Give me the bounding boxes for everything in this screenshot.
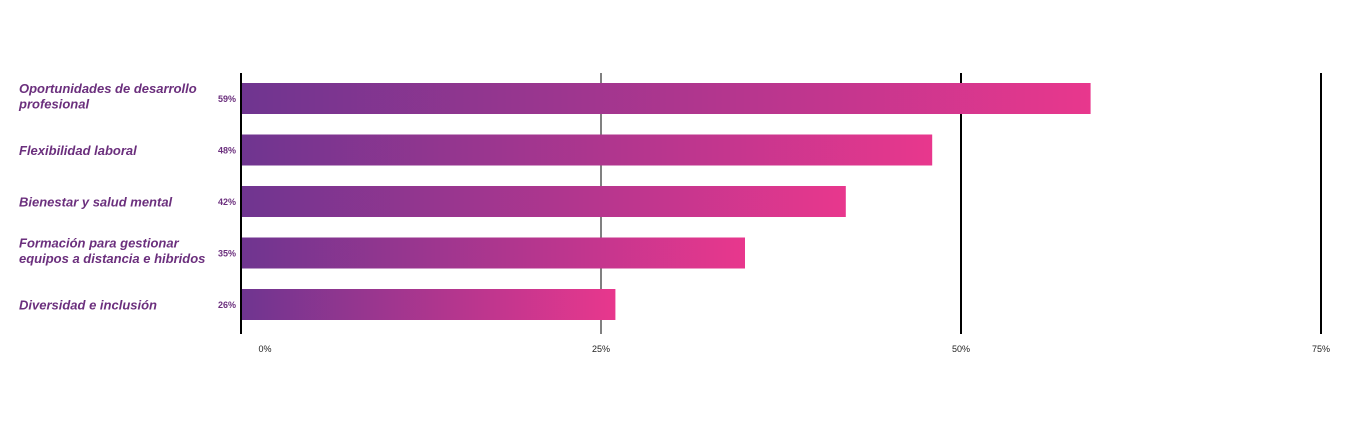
tick-label-50: 50% [952, 344, 970, 354]
tick-label-25: 25% [592, 344, 610, 354]
category-label-4: Diversidad e inclusión [19, 298, 157, 313]
value-label-4: 26% [218, 300, 236, 310]
category-label-2: Bienestar y salud mental [19, 195, 173, 210]
value-label-3: 35% [218, 249, 236, 259]
value-label-1: 48% [218, 146, 236, 156]
category-label-1: Flexibilidad laboral [19, 143, 137, 158]
gridlines [240, 73, 1322, 334]
bar-3 [242, 237, 745, 269]
value-label-0: 59% [218, 94, 236, 104]
category-label-3: Formación para gestionar equipos a distan… [19, 235, 205, 266]
tick-label-0: 0% [258, 344, 271, 354]
bars [242, 83, 1091, 320]
tick-label-75: 75% [1312, 344, 1330, 354]
bar-1 [242, 134, 933, 166]
value-label-2: 42% [218, 197, 236, 207]
bar-2 [242, 186, 846, 217]
category-label-0: Oportunidades de desarrollo profesional [18, 81, 197, 112]
labels: 0% 25% 50% 75% 59% Oportunidades de desarroll… [18, 81, 1330, 354]
bar-0 [242, 83, 1091, 114]
bar-4 [242, 289, 616, 320]
